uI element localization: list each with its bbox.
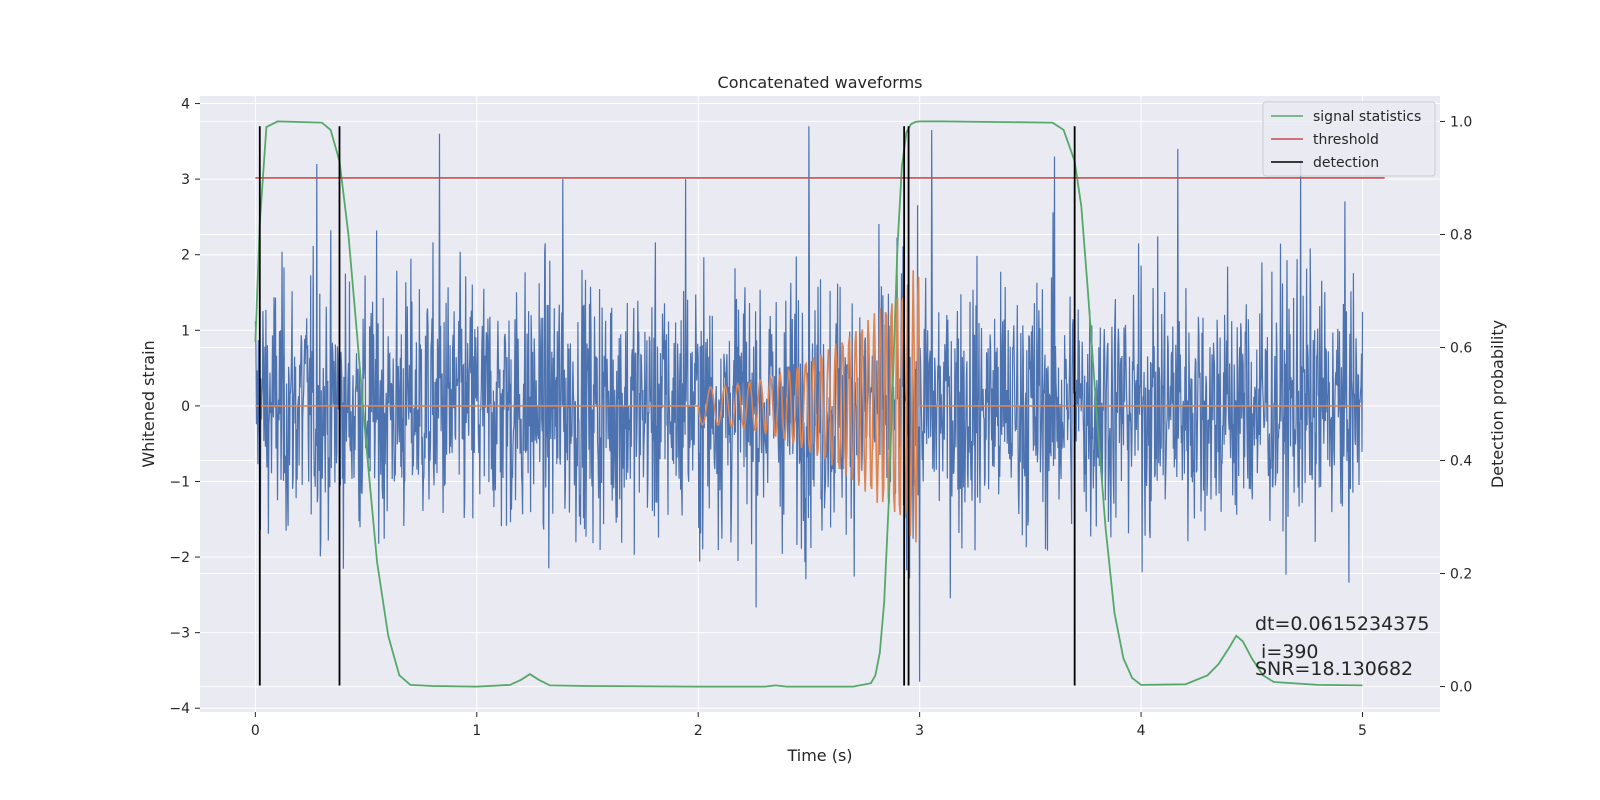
y-tick-label: −4 (169, 701, 190, 717)
x-tick-label: 3 (915, 723, 924, 739)
y2-tick-label: 1.0 (1450, 114, 1472, 130)
x-axis-ticks: 0 1 2 3 4 5 (251, 712, 1367, 739)
y-tick-label: −3 (169, 626, 190, 642)
y-tick-label: 4 (181, 97, 190, 113)
annotation-snr: SNR=18.130682 (1255, 658, 1413, 680)
y-tick-label: 3 (181, 172, 190, 188)
y2-tick-label: 0.8 (1450, 227, 1472, 243)
series-line-signal-statistics (254, 120, 1363, 688)
y-tick-label: 0 (181, 399, 190, 415)
annotation-dt: dt=0.0615234375 (1255, 613, 1429, 635)
y2-axis-label: Detection probability (1488, 320, 1507, 488)
series-line-injection (255, 270, 1363, 543)
y-axis-label: Whitened strain (139, 340, 158, 467)
y2-tick-label: 0.2 (1450, 567, 1472, 583)
legend: signal statistics threshold detection (1262, 101, 1436, 177)
legend-label-detection: detection (1313, 155, 1379, 171)
annotation-i: i=390 (1255, 641, 1319, 663)
x-axis-label: Time (s) (786, 746, 852, 765)
y2-axis-ticks: 0.0 0.2 0.4 0.6 0.8 1.0 (1440, 114, 1472, 696)
legend-label-signal-statistics: signal statistics (1313, 109, 1421, 125)
y2-tick-label: 0.0 (1450, 680, 1472, 696)
legend-box (1262, 101, 1436, 177)
y-tick-label: −1 (169, 474, 190, 490)
legend-label-threshold: threshold (1313, 132, 1379, 148)
x-tick-label: 1 (472, 723, 481, 739)
y2-tick-label: 0.4 (1450, 454, 1472, 470)
x-tick-label: 0 (251, 723, 260, 739)
y-axis-ticks: −4 −3 −2 −1 0 1 2 3 4 (169, 97, 200, 717)
series-layer (254, 120, 1385, 688)
x-tick-label: 5 (1358, 723, 1367, 739)
y-tick-label: −2 (169, 550, 190, 566)
y-tick-label: 2 (181, 248, 190, 264)
y2-tick-label: 0.6 (1450, 340, 1472, 356)
x-tick-label: 4 (1137, 723, 1146, 739)
x-tick-label: 2 (694, 723, 703, 739)
chart-title: Concatenated waveforms (718, 73, 923, 92)
series-line-strain (254, 126, 1364, 682)
y-tick-label: 1 (181, 323, 190, 339)
